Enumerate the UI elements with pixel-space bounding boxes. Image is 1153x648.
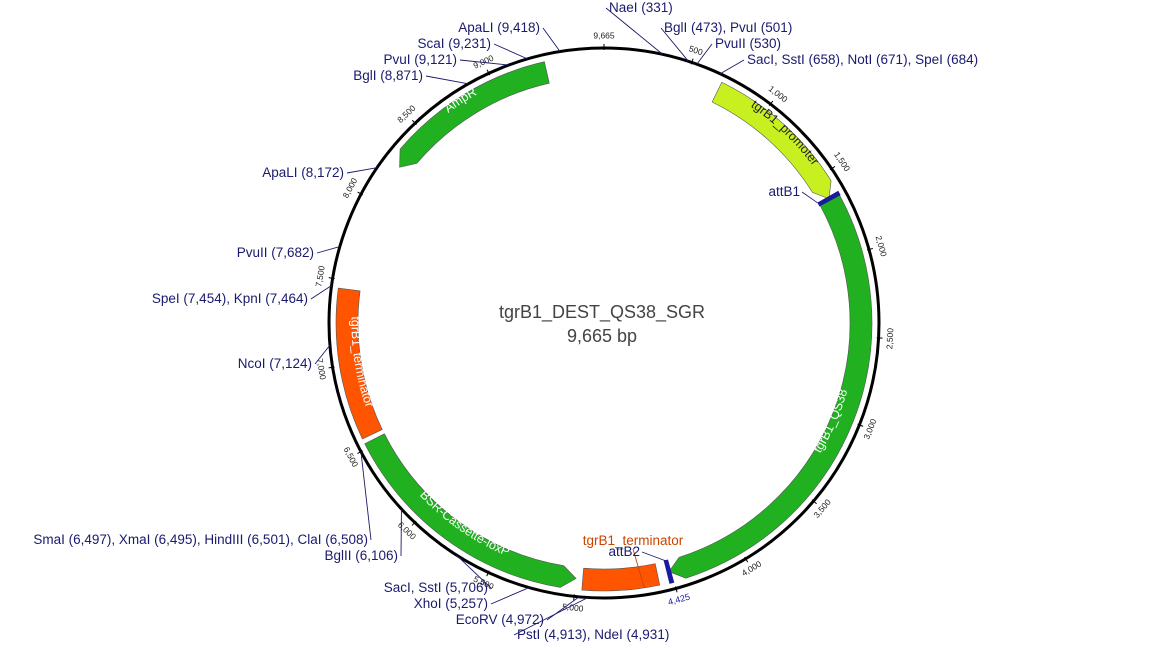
site-label[interactable]: SacI, SstI (658), NotI (671), SpeI (684) [747,52,978,67]
feature-tgrb1-qs38-shape[interactable] [669,194,872,578]
site-label[interactable]: XhoI (5,257) [414,596,488,611]
tick-label: 8,500 [395,103,418,125]
feature-tgrb1-promoter[interactable]: tgrB1_promoter [712,82,831,198]
site-label[interactable]: PstI (4,913), NdeI (4,931) [517,627,669,642]
tick-label: 1,500 [832,150,852,173]
site-label[interactable]: ApaLI (8,172) [262,165,344,180]
tick-label: 1,000 [767,84,790,105]
site-label[interactable]: PvuII (530) [715,36,781,51]
site-pvuii-7-682[interactable]: PvuII (7,682) [237,245,340,260]
site-label[interactable]: ScaI (9,231) [417,36,491,51]
tick-label: 2,500 [884,327,895,349]
site-label[interactable]: BglI (473), PvuI (501) [664,20,792,35]
feature-tgrb1-terminator-small-shape[interactable] [582,564,660,591]
plasmid-size: 9,665 bp [567,326,637,346]
site-label[interactable]: SmaI (6,497), XmaI (6,495), HindIII (6,5… [33,532,368,547]
tick-8-500: 8,500 [395,103,418,125]
site-ncoi-7-124[interactable]: NcoI (7,124) [238,345,330,371]
tick-label: 2,000 [874,234,889,257]
site-label[interactable]: BglII (6,106) [324,548,398,563]
plasmid-name: tgrB1_DEST_QS38_SGR [499,302,705,323]
att-site-label[interactable]: attB1 [768,184,800,199]
site-label[interactable]: SpeI (7,454), KpnI (7,464) [152,291,308,306]
feature-tgrb1-qs38[interactable]: tgrB1_QS38 [669,194,872,578]
site-label[interactable]: EcoRV (4,972) [456,612,544,627]
site-bgli-8-871[interactable]: BglI (8,871) [353,68,468,84]
site-saci-ssti-658-noti-671-spei-684[interactable]: SacI, SstI (658), NotI (671), SpeI (684) [720,52,978,74]
feature-tgrb1-terminator-small[interactable] [582,564,660,591]
tick-label: 6,500 [342,445,361,469]
site-label[interactable]: SacI, SstI (5,706) [384,580,488,595]
tick-label: 4,425 [667,592,691,608]
tick-label: 500 [688,43,705,57]
site-smai-6-497-xmai-6-495-hindiii-6-501-clai-6-508[interactable]: SmaI (6,497), XmaI (6,495), HindIII (6,5… [33,452,371,547]
tick-label: 9,665 [593,30,615,40]
site-label[interactable]: PvuI (9,121) [383,52,457,67]
tick-label: 7,500 [313,265,326,288]
feature-tgrb1-promoter-shape[interactable] [712,82,831,198]
feature-tgrb1-terminator[interactable]: tgrB1_terminator [336,288,382,439]
site-naei-331[interactable]: NaeI (331) [606,0,673,54]
site-label[interactable]: PvuII (7,682) [237,245,314,260]
tick-label: 3,000 [861,417,878,441]
site-spei-7-454-kpni-7-464[interactable]: SpeI (7,454), KpnI (7,464) [152,286,332,306]
feature-label-tgrB1-terminator-small[interactable]: tgrB1_terminator [583,533,684,548]
site-label[interactable]: BglI (8,871) [353,68,423,83]
site-label[interactable]: ApaLI (9,418) [458,20,540,35]
tick-label: 5,000 [562,601,584,613]
site-label[interactable]: NcoI (7,124) [238,356,312,371]
site-apali-8-172[interactable]: ApaLI (8,172) [262,165,377,180]
site-label[interactable]: NaeI (331) [609,0,673,15]
